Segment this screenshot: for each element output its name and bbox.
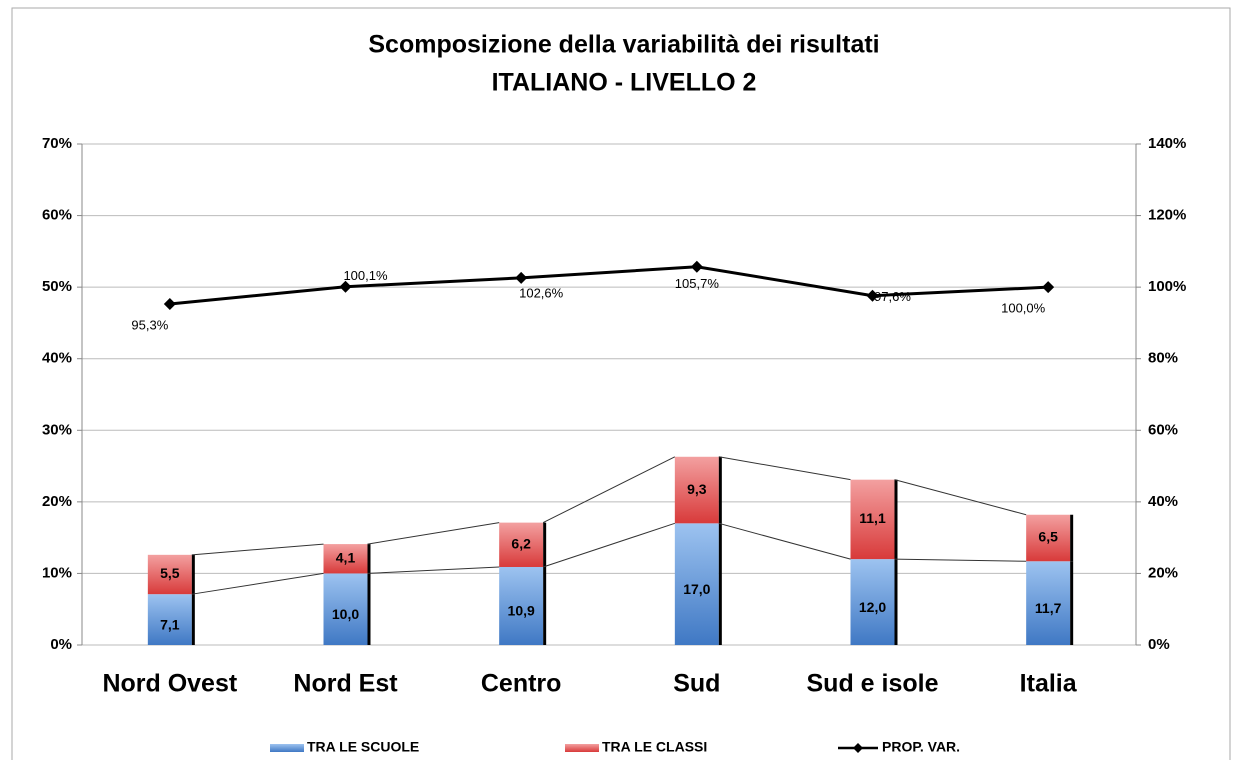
x-tick-label: Centro — [481, 670, 562, 698]
line-marker — [163, 297, 176, 310]
y2-tick-label: 80% — [1148, 350, 1178, 367]
y-tick-label: 20% — [42, 493, 72, 510]
value-label: 10,9 — [508, 603, 535, 619]
series-line — [367, 566, 500, 574]
value-label: 10,0 — [332, 606, 359, 622]
y2-tick-label: 40% — [1148, 493, 1178, 510]
y2-tick-label: 120% — [1148, 207, 1186, 224]
value-label: 6,5 — [1038, 529, 1058, 545]
x-tick-label: Italia — [1020, 670, 1078, 698]
series-line — [191, 543, 324, 556]
y2-tick-label: 140% — [1148, 135, 1186, 152]
bar — [674, 456, 719, 524]
y-tick-label: 60% — [42, 207, 72, 224]
y-tick-label: 50% — [42, 278, 72, 295]
frame — [11, 7, 1231, 760]
line-marker — [690, 260, 703, 273]
value-label: 97,6% — [874, 289, 911, 304]
value-label: 17,0 — [683, 581, 710, 597]
value-label: 11,7 — [1035, 600, 1062, 616]
line-marker — [1042, 281, 1055, 294]
y-tick-label: 30% — [42, 421, 72, 438]
legend-swatch — [853, 743, 863, 753]
y2-tick-label: 100% — [1148, 278, 1186, 295]
bar — [147, 594, 192, 645]
series-line — [894, 479, 1027, 516]
series-line — [191, 572, 324, 595]
legend-swatch — [270, 744, 304, 752]
value-label: 105,7% — [675, 276, 720, 291]
bar — [499, 522, 544, 567]
value-label: 12,0 — [859, 599, 886, 615]
y-tick-label: 10% — [42, 564, 72, 581]
y-tick-label: 40% — [42, 350, 72, 367]
series-line — [367, 522, 500, 545]
x-tick-label: Sud — [673, 670, 720, 698]
legend-swatch — [565, 744, 599, 752]
value-label: 5,5 — [160, 565, 180, 581]
series-line — [542, 456, 676, 524]
bar — [323, 544, 368, 574]
value-label: 11,1 — [859, 510, 886, 526]
value-label: 102,6% — [519, 285, 564, 300]
value-label: 100,1% — [343, 268, 388, 283]
legend-label: PROP. VAR. — [882, 739, 960, 755]
series-line — [894, 558, 1027, 562]
bar — [323, 573, 368, 645]
chart-subtitle: ITALIANO - LIVELLO 2 — [492, 69, 757, 97]
line — [169, 265, 1049, 306]
bar — [850, 479, 895, 560]
chart-title: Scomposizione della variabilità dei risu… — [368, 31, 879, 59]
value-label: 7,1 — [160, 616, 180, 632]
legend-label: TRA LE SCUOLE — [307, 739, 419, 755]
bar — [850, 559, 895, 645]
series-line — [718, 522, 851, 560]
y-tick-label: 0% — [50, 636, 72, 653]
x-tick-label: Nord Ovest — [102, 670, 237, 698]
value-label: 6,2 — [511, 536, 531, 552]
bar — [674, 523, 719, 645]
bar — [1026, 514, 1071, 562]
x-tick-label: Nord Est — [293, 670, 398, 698]
series-line — [543, 522, 675, 568]
value-label: 100,0% — [1001, 301, 1046, 316]
bar — [1026, 561, 1071, 645]
line-marker — [866, 289, 879, 302]
series-line — [718, 456, 851, 481]
value-label: 9,3 — [687, 481, 707, 497]
y2-tick-label: 60% — [1148, 421, 1178, 438]
y-tick-label: 70% — [42, 135, 72, 152]
value-label: 95,3% — [131, 317, 168, 332]
bar — [499, 566, 544, 645]
legend-label: TRA LE CLASSI — [602, 739, 707, 755]
bar — [147, 554, 192, 595]
line-marker — [339, 280, 352, 293]
line-marker — [515, 271, 528, 284]
y2-tick-label: 20% — [1148, 564, 1178, 581]
value-label: 4,1 — [336, 549, 356, 565]
x-tick-label: Sud e isole — [807, 670, 939, 698]
y2-tick-label: 0% — [1148, 636, 1170, 653]
